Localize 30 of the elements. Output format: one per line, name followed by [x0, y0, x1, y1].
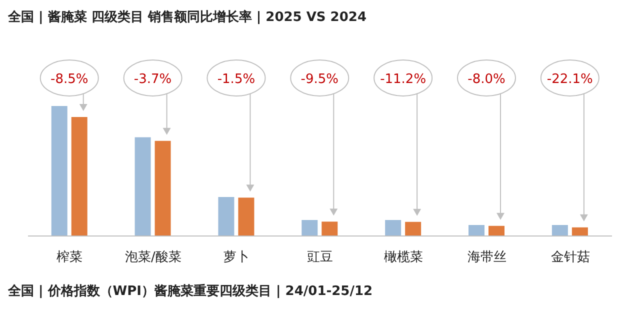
- bar: [405, 222, 422, 236]
- x-tick-label: 橄榄菜: [384, 250, 423, 266]
- bar: [322, 222, 338, 236]
- text: -22.1%: [546, 72, 593, 87]
- bar: [51, 106, 68, 236]
- bar: [134, 137, 151, 236]
- text: 全国 | 价格指数（WPI）酱腌菜重要四级类目 | 24/01-25/12: [8, 282, 374, 300]
- x-tick-label: 豇豆: [307, 250, 333, 266]
- bar: [385, 220, 402, 236]
- x-tick-label: 萝卜: [224, 250, 250, 266]
- text: -8.5%: [50, 72, 88, 87]
- bar: [552, 224, 568, 236]
- bar: [572, 227, 588, 236]
- bar: [71, 117, 88, 236]
- bar: [218, 197, 234, 236]
- x-tick-label: 榨菜: [56, 250, 83, 266]
- bar: [468, 224, 485, 236]
- x-tick-label: 泡菜/酸菜: [124, 250, 182, 266]
- bar: [154, 140, 171, 236]
- text: -3.7%: [134, 72, 172, 87]
- bar: [238, 198, 254, 236]
- text: -9.5%: [300, 72, 339, 87]
- bar: [302, 220, 318, 236]
- x-tick-label: 海带丝: [467, 250, 506, 266]
- text: -11.2%: [380, 72, 426, 87]
- text: -1.5%: [217, 72, 256, 87]
- text: -8.0%: [468, 72, 506, 87]
- bar: [488, 226, 505, 236]
- x-tick-label: 金针菇: [550, 250, 590, 266]
- chart-title: 全国 | 酱腌菜 四级类目 销售额同比增长率 | 2025 VS 2024: [8, 8, 368, 27]
